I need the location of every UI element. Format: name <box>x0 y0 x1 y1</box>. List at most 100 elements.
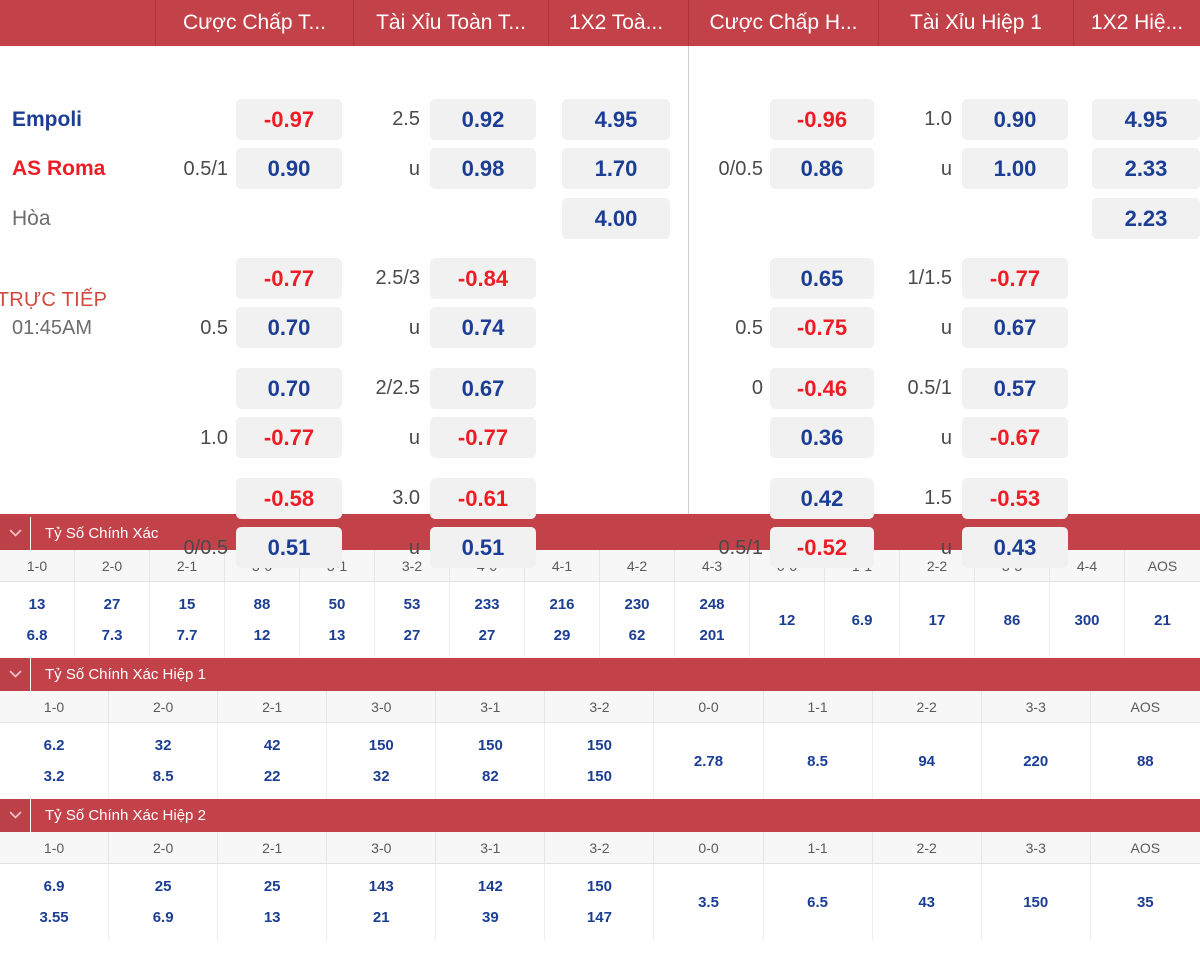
ou-h1-under-odd-extra-3[interactable]: 0.43 <box>962 527 1068 568</box>
ou-h1-over-odd-extra-1[interactable]: -0.77 <box>962 258 1068 299</box>
ah-ft-away-odd[interactable]: 0.90 <box>236 148 342 189</box>
score-cell-pair[interactable]: 150 32 <box>327 723 437 799</box>
home-score-odd[interactable]: 6.9 <box>43 878 65 895</box>
home-score-odd[interactable]: 150 <box>586 878 612 895</box>
home-score-odd[interactable]: 216 <box>549 596 575 613</box>
home-score-odd[interactable]: 233 <box>474 596 500 613</box>
score-cell-pair[interactable]: 50 13 <box>300 582 375 658</box>
ou-h1-under-odd-extra-2[interactable]: -0.67 <box>962 417 1068 458</box>
ah-h1-away-odd-extra-1[interactable]: -0.75 <box>770 307 874 348</box>
x12-h1-away-odd[interactable]: 2.33 <box>1092 148 1200 189</box>
ah-h1-away-odd-extra-2[interactable]: 0.36 <box>770 417 874 458</box>
score-cell-pair[interactable]: 142 39 <box>436 864 546 940</box>
header-asian-handicap-half1[interactable]: Cược Chấp H... <box>688 0 878 46</box>
draw-score-odd[interactable]: 17 <box>928 611 946 629</box>
score-cell-single[interactable]: 300 <box>1050 582 1125 658</box>
header-over-under-half1[interactable]: Tài Xỉu Hiệp 1 <box>878 0 1073 46</box>
ah-ft-away-odd-extra-3[interactable]: 0.51 <box>236 527 342 568</box>
score-cell-single[interactable]: 6.9 <box>825 582 900 658</box>
ou-ft-under-odd-extra-1[interactable]: 0.74 <box>430 307 536 348</box>
away-score-odd[interactable]: 6.8 <box>26 627 48 644</box>
score-cell-pair[interactable]: 216 29 <box>525 582 600 658</box>
draw-score-odd[interactable]: 150 <box>1023 893 1049 911</box>
score-cell-single[interactable]: 17 <box>900 582 975 658</box>
score-cell-pair[interactable]: 233 27 <box>450 582 525 658</box>
draw-score-odd[interactable]: 3.5 <box>698 893 719 911</box>
ou-h1-over-odd-extra-3[interactable]: -0.53 <box>962 478 1068 519</box>
score-cell-pair[interactable]: 13 6.8 <box>0 582 75 658</box>
away-score-odd[interactable]: 201 <box>699 627 725 644</box>
ah-h1-home-odd[interactable]: -0.96 <box>770 99 874 140</box>
away-score-odd[interactable]: 7.7 <box>176 627 198 644</box>
score-cell-pair[interactable]: 6.2 3.2 <box>0 723 110 799</box>
score-cell-single[interactable]: 88 <box>1091 723 1200 799</box>
ou-ft-over-odd-extra-2[interactable]: 0.67 <box>430 368 536 409</box>
header-1x2-half1[interactable]: 1X2 Hiệ... <box>1073 0 1200 46</box>
ou-ft-under-odd[interactable]: 0.98 <box>430 148 536 189</box>
away-score-odd[interactable]: 62 <box>628 627 646 644</box>
score-cell-pair[interactable]: 150 150 <box>545 723 655 799</box>
home-score-odd[interactable]: 27 <box>103 596 121 613</box>
draw-score-odd[interactable]: 12 <box>778 611 796 629</box>
ah-ft-away-odd-extra-1[interactable]: 0.70 <box>236 307 342 348</box>
draw-score-odd[interactable]: 86 <box>1003 611 1021 629</box>
draw-score-odd[interactable]: 94 <box>918 752 935 770</box>
ah-h1-away-odd-extra-3[interactable]: -0.52 <box>770 527 874 568</box>
x12-h1-draw-odd[interactable]: 2.23 <box>1092 198 1200 239</box>
ah-h1-home-odd-extra-2[interactable]: -0.46 <box>770 368 874 409</box>
away-score-odd[interactable]: 21 <box>372 909 390 926</box>
ou-ft-over-odd-extra-3[interactable]: -0.61 <box>430 478 536 519</box>
home-score-odd[interactable]: 15 <box>178 596 196 613</box>
ou-h1-under-odd-extra-1[interactable]: 0.67 <box>962 307 1068 348</box>
score-cell-pair[interactable]: 15 7.7 <box>150 582 225 658</box>
draw-score-odd[interactable]: 2.78 <box>693 752 724 770</box>
x12-h1-home-odd[interactable]: 4.95 <box>1092 99 1200 140</box>
away-score-odd[interactable]: 3.55 <box>39 909 69 926</box>
home-score-odd[interactable]: 6.2 <box>43 737 65 754</box>
score-cell-single[interactable]: 86 <box>975 582 1050 658</box>
away-score-odd[interactable]: 6.9 <box>152 909 174 926</box>
ah-h1-away-odd[interactable]: 0.86 <box>770 148 874 189</box>
away-score-odd[interactable]: 13 <box>328 627 346 644</box>
away-score-odd[interactable]: 13 <box>263 909 281 926</box>
away-score-odd[interactable]: 3.2 <box>43 768 65 785</box>
away-score-odd[interactable]: 150 <box>586 768 612 785</box>
home-score-odd[interactable]: 150 <box>586 737 612 754</box>
x12-ft-away-odd[interactable]: 1.70 <box>562 148 670 189</box>
draw-score-odd[interactable]: 35 <box>1136 893 1154 911</box>
score-cell-pair[interactable]: 32 8.5 <box>109 723 219 799</box>
draw-score-odd[interactable]: 88 <box>1136 752 1154 770</box>
score-cell-single[interactable]: 94 <box>873 723 982 799</box>
score-cell-single[interactable]: 35 <box>1091 864 1200 940</box>
score-cell-pair[interactable]: 53 27 <box>375 582 450 658</box>
home-score-odd[interactable]: 248 <box>699 596 725 613</box>
home-score-odd[interactable]: 88 <box>253 596 271 613</box>
away-score-odd[interactable]: 27 <box>403 627 421 644</box>
score-cell-single[interactable]: 12 <box>750 582 825 658</box>
x12-ft-home-odd[interactable]: 4.95 <box>562 99 670 140</box>
score-cell-single[interactable]: 6.5 <box>764 864 873 940</box>
away-team-label[interactable]: AS Roma <box>12 157 106 180</box>
draw-score-odd[interactable]: 8.5 <box>807 752 829 770</box>
ah-ft-away-odd-extra-2[interactable]: -0.77 <box>236 417 342 458</box>
score-cell-pair[interactable]: 25 13 <box>218 864 328 940</box>
ah-ft-home-odd[interactable]: -0.97 <box>236 99 342 140</box>
score-cell-pair[interactable]: 25 6.9 <box>109 864 219 940</box>
ou-ft-over-odd[interactable]: 0.92 <box>430 99 536 140</box>
home-score-odd[interactable]: 50 <box>328 596 346 613</box>
score-cell-pair[interactable]: 143 21 <box>327 864 437 940</box>
home-score-odd[interactable]: 142 <box>477 878 503 895</box>
score-cell-pair[interactable]: 150 147 <box>545 864 655 940</box>
ah-h1-home-odd-extra-3[interactable]: 0.42 <box>770 478 874 519</box>
ah-ft-home-odd-extra-1[interactable]: -0.77 <box>236 258 342 299</box>
ou-h1-over-odd[interactable]: 0.90 <box>962 99 1068 140</box>
score-cell-single[interactable]: 220 <box>982 723 1091 799</box>
ah-h1-home-odd-extra-1[interactable]: 0.65 <box>770 258 874 299</box>
away-score-odd[interactable]: 32 <box>372 768 390 785</box>
draw-score-odd[interactable]: 21 <box>1154 611 1171 629</box>
draw-score-odd[interactable]: 6.5 <box>807 893 829 911</box>
home-score-odd[interactable]: 150 <box>477 737 503 754</box>
chevron-down-icon[interactable] <box>0 517 31 550</box>
score-cell-pair[interactable]: 6.9 3.55 <box>0 864 110 940</box>
score-cell-single[interactable]: 21 <box>1125 582 1200 658</box>
